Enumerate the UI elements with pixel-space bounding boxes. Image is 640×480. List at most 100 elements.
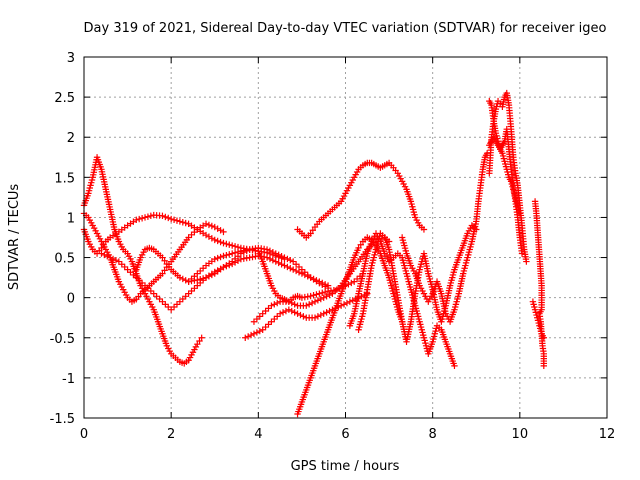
data-point bbox=[208, 235, 216, 242]
data-point bbox=[272, 258, 279, 265]
data-point bbox=[205, 233, 213, 240]
data-point bbox=[269, 257, 277, 264]
data-point bbox=[287, 265, 294, 272]
x-tick-label: 12 bbox=[599, 427, 616, 442]
data-point bbox=[523, 258, 530, 265]
x-tick-label: 8 bbox=[429, 427, 437, 442]
data-point bbox=[268, 302, 275, 309]
data-point bbox=[167, 215, 175, 223]
data-point bbox=[202, 274, 210, 281]
data-point bbox=[303, 302, 310, 309]
data-point bbox=[144, 213, 152, 220]
data-point bbox=[214, 225, 221, 232]
data-point bbox=[271, 301, 278, 308]
y-tick-label: 3 bbox=[67, 51, 75, 66]
data-point bbox=[162, 213, 169, 221]
data-point bbox=[266, 247, 274, 255]
y-tick-label: 0.5 bbox=[54, 252, 75, 267]
series-arc-15 bbox=[486, 97, 524, 217]
data-point bbox=[278, 253, 285, 260]
series-arc-5 bbox=[133, 244, 332, 292]
data-point bbox=[208, 271, 216, 279]
x-tick-label: 4 bbox=[254, 427, 262, 442]
data-point bbox=[349, 297, 356, 304]
data-point bbox=[223, 240, 230, 248]
data-point bbox=[340, 301, 348, 308]
data-point bbox=[320, 294, 327, 301]
data-point bbox=[311, 314, 319, 321]
y-tick-label: -1.5 bbox=[50, 412, 75, 427]
data-point bbox=[263, 254, 271, 261]
data-point bbox=[136, 215, 143, 223]
data-point bbox=[226, 241, 233, 248]
data-point bbox=[217, 238, 224, 246]
data-point bbox=[109, 255, 117, 263]
data-point bbox=[182, 277, 189, 284]
data-point bbox=[292, 267, 300, 275]
data-point bbox=[208, 222, 216, 230]
data-point bbox=[310, 292, 317, 299]
data-point bbox=[220, 252, 227, 260]
x-tick-label: 6 bbox=[341, 427, 349, 442]
data-point bbox=[323, 309, 330, 316]
axis-ticks: 0 2 4 6 8 10 12 -1.5 -1 -0.5 0 0.5 1 1.5 2 2.5 3 bbox=[50, 51, 616, 442]
y-tick-label: 1.5 bbox=[54, 171, 75, 186]
data-point bbox=[420, 226, 428, 233]
data-point bbox=[300, 313, 307, 320]
data-point bbox=[159, 270, 166, 277]
series-arc-18 bbox=[529, 298, 548, 341]
data-point bbox=[196, 337, 203, 345]
data-point bbox=[307, 230, 314, 237]
data-point bbox=[274, 299, 281, 307]
data-point bbox=[451, 362, 458, 370]
data-point bbox=[269, 249, 277, 256]
data-point bbox=[320, 310, 327, 317]
data-point bbox=[198, 334, 205, 341]
data-point bbox=[165, 214, 172, 222]
data-point bbox=[355, 244, 362, 252]
data-point bbox=[242, 334, 249, 341]
y-tick-label: 2.5 bbox=[54, 91, 75, 106]
data-point bbox=[214, 237, 221, 245]
data-point bbox=[194, 340, 201, 348]
data-point bbox=[290, 266, 297, 273]
data-point bbox=[98, 244, 105, 252]
data-point bbox=[333, 286, 340, 293]
data-point bbox=[272, 250, 279, 257]
data-point bbox=[518, 250, 526, 257]
data-point bbox=[284, 255, 291, 263]
data-point bbox=[305, 301, 313, 308]
data-point bbox=[161, 257, 168, 264]
data-point bbox=[147, 212, 155, 220]
series-arc-11 bbox=[346, 230, 458, 370]
data-point bbox=[291, 309, 298, 316]
data-point bbox=[319, 289, 326, 297]
data-point bbox=[343, 299, 351, 307]
data-point bbox=[253, 329, 261, 336]
chart-title: Day 319 of 2021, Sidereal Day-to-day VTE… bbox=[84, 21, 607, 36]
data-point bbox=[176, 218, 184, 225]
x-tick-label: 2 bbox=[167, 427, 175, 442]
data-point bbox=[244, 333, 252, 340]
data-point bbox=[291, 301, 298, 308]
data-point bbox=[211, 255, 218, 263]
data-point bbox=[317, 311, 325, 319]
data-point bbox=[141, 214, 149, 221]
data-point bbox=[182, 219, 189, 227]
data-point bbox=[285, 298, 293, 305]
data-point bbox=[214, 254, 221, 262]
series-arc-1 bbox=[80, 154, 205, 367]
data-point bbox=[231, 243, 239, 250]
data-point bbox=[316, 290, 323, 297]
data-point bbox=[228, 250, 236, 257]
y-tick-label: -0.5 bbox=[50, 332, 75, 347]
x-axis-title: GPS time / hours bbox=[291, 459, 400, 474]
data-point bbox=[205, 221, 213, 229]
data-point bbox=[179, 275, 186, 283]
series-arc-9 bbox=[294, 159, 428, 241]
data-point bbox=[326, 307, 333, 315]
data-point bbox=[247, 331, 255, 339]
data-point bbox=[106, 254, 114, 261]
data-point bbox=[540, 334, 548, 341]
